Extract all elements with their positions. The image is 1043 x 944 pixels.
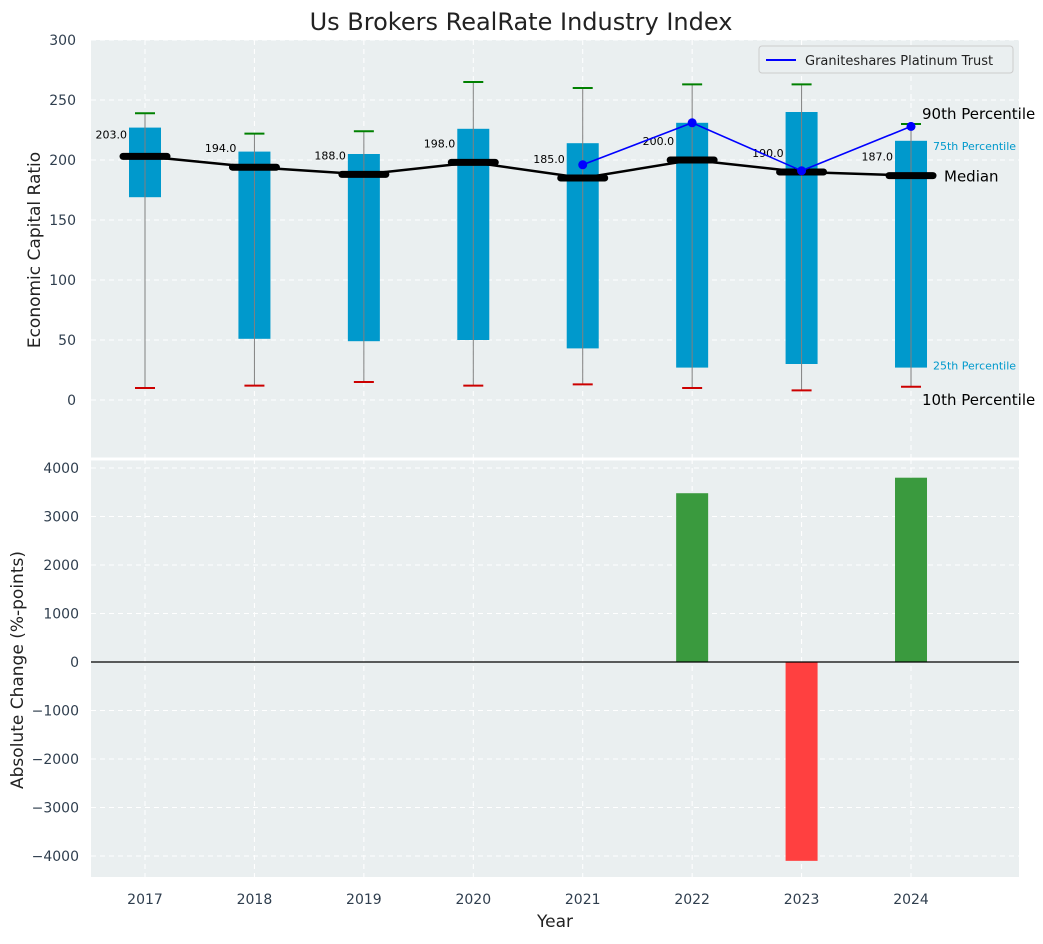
- bottom-y-tick-label: −1000: [32, 704, 79, 720]
- bottom-y-tick-label: −2000: [32, 752, 79, 768]
- median-value-label: 200.0: [643, 135, 675, 148]
- median-value-label: 198.0: [424, 137, 456, 150]
- series-line: [582, 121, 912, 172]
- series-point: [578, 160, 588, 170]
- legend-label: Graniteshares Platinum Trust: [805, 54, 993, 69]
- annotation-p10: 10th Percentile: [922, 391, 1035, 409]
- x-tick-label: 2019: [346, 892, 382, 908]
- top-y-axis-label: Economic Capital Ratio: [25, 152, 45, 348]
- annotation-p75: 75th Percentile: [933, 140, 1016, 153]
- change-bar: [785, 662, 818, 861]
- bottom-y-tick-label: 4000: [43, 461, 79, 477]
- x-tick-label: 2022: [674, 892, 710, 908]
- median-value-label: 185.0: [533, 153, 565, 166]
- change-bar: [676, 493, 709, 662]
- change-bar: [895, 477, 928, 662]
- top-y-tick-label: 200: [49, 153, 76, 169]
- median-value-label: 188.0: [314, 149, 346, 162]
- series-point: [797, 166, 807, 176]
- bottom-y-tick-label: 2000: [43, 558, 79, 574]
- median-value-label: 187.0: [862, 151, 894, 164]
- annotation-median: Median: [944, 168, 999, 186]
- annotation-p90: 90th Percentile: [922, 105, 1035, 123]
- bottom-y-axis-label: Absolute Change (%-points): [8, 551, 28, 789]
- x-tick-label: 2018: [237, 892, 273, 908]
- median-value-label: 194.0: [205, 142, 237, 155]
- median-value-label: 203.0: [96, 128, 128, 141]
- top-y-tick-label: 150: [49, 213, 76, 229]
- bottom-y-tick-label: 3000: [43, 510, 79, 526]
- x-tick-label: 2021: [565, 892, 601, 908]
- bottom-y-tick-label: 1000: [43, 607, 79, 623]
- top-plot-area: [91, 40, 1019, 459]
- top-y-tick-label: 250: [49, 93, 76, 109]
- x-tick-label: 2017: [127, 892, 163, 908]
- x-tick-label: 2023: [784, 892, 820, 908]
- bottom-plot-area: [91, 459, 1019, 877]
- x-axis-label: Year: [536, 912, 573, 932]
- legend-box: [758, 45, 1014, 74]
- top-y-tick-label: 50: [58, 333, 76, 349]
- series-point: [687, 118, 697, 128]
- bottom-y-tick-label: −4000: [32, 849, 79, 865]
- top-y-tick-label: 300: [49, 33, 76, 49]
- top-y-tick-label: 0: [67, 393, 76, 409]
- bottom-y-tick-label: −3000: [32, 801, 79, 817]
- chart-title: Us Brokers RealRate Industry Index: [310, 8, 733, 36]
- bottom-y-tick-label: 0: [70, 655, 79, 671]
- top-y-tick-label: 100: [49, 273, 76, 289]
- series-point: [906, 121, 916, 131]
- annotation-p25: 25th Percentile: [933, 360, 1016, 373]
- x-tick-label: 2020: [455, 892, 491, 908]
- median-value-label: 190.0: [752, 147, 784, 160]
- x-tick-label: 2024: [893, 892, 929, 908]
